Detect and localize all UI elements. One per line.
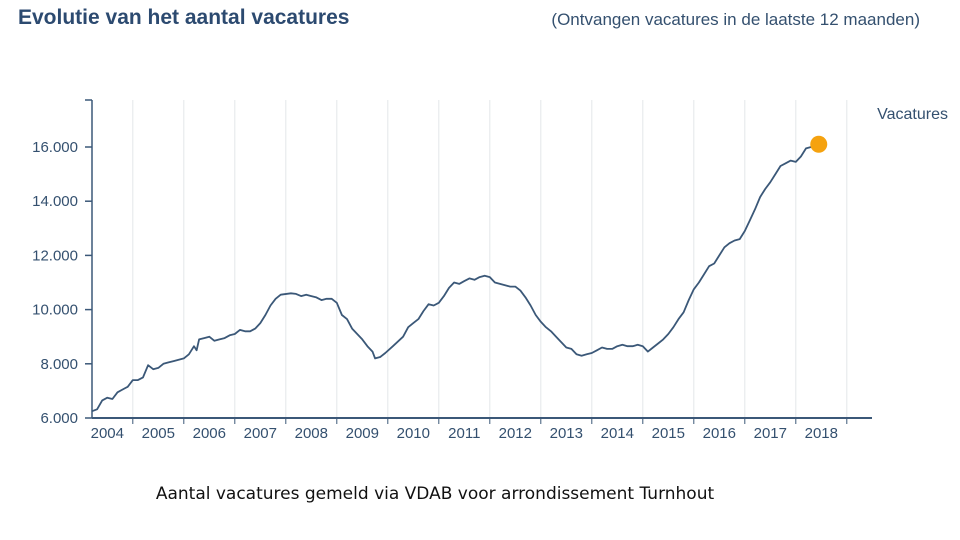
- x-tick-label: 2013: [550, 425, 583, 442]
- label-layer: 6.000 8.000 10.000 12.000 14.000 16.000 2004 20…: [32, 106, 948, 442]
- axis-layer: [85, 99, 872, 424]
- y-tick-label: 6.000: [40, 410, 78, 427]
- x-tick-label: 2009: [346, 425, 379, 442]
- x-tick-label: 2006: [193, 425, 226, 442]
- y-tick-label: 12.000: [32, 247, 78, 264]
- y-tick-label: 10.000: [32, 302, 78, 319]
- series-endpoint-marker: [810, 135, 828, 153]
- x-tick-label: 2018: [805, 425, 838, 442]
- y-tick-label: 14.000: [32, 193, 78, 210]
- series-layer: [91, 135, 828, 413]
- x-tick-label: 2014: [601, 425, 634, 442]
- x-tick-label: 2005: [142, 425, 175, 442]
- x-tick-label: 2007: [244, 425, 277, 442]
- x-tick-label: 2016: [703, 425, 736, 442]
- x-tick-label: 2012: [499, 425, 532, 442]
- x-tick-label: 2011: [448, 425, 480, 442]
- chart-caption: Aantal vacatures gemeld via VDAB voor ar…: [155, 484, 715, 504]
- grid-layer: [132, 100, 848, 418]
- series-label-vacatures: Vacatures: [877, 106, 948, 123]
- y-tick-label: 16.000: [32, 139, 78, 156]
- line-chart: 6.000 8.000 10.000 12.000 14.000 16.000 2004 20…: [32, 99, 948, 442]
- x-tick-label: 2010: [397, 425, 430, 442]
- chart-subtitle: (Ontvangen vacatures in de laatste 12 ma…: [551, 10, 920, 29]
- x-tick-label: 2015: [652, 425, 685, 442]
- y-tick-label: 8.000: [40, 356, 78, 373]
- x-tick-label: 2017: [754, 425, 787, 442]
- series-line-vacatures: [91, 146, 814, 413]
- x-tick-label: 2004: [91, 425, 124, 442]
- x-tick-label: 2008: [295, 425, 328, 442]
- chart-title: Evolutie van het aantal vacatures: [18, 6, 350, 29]
